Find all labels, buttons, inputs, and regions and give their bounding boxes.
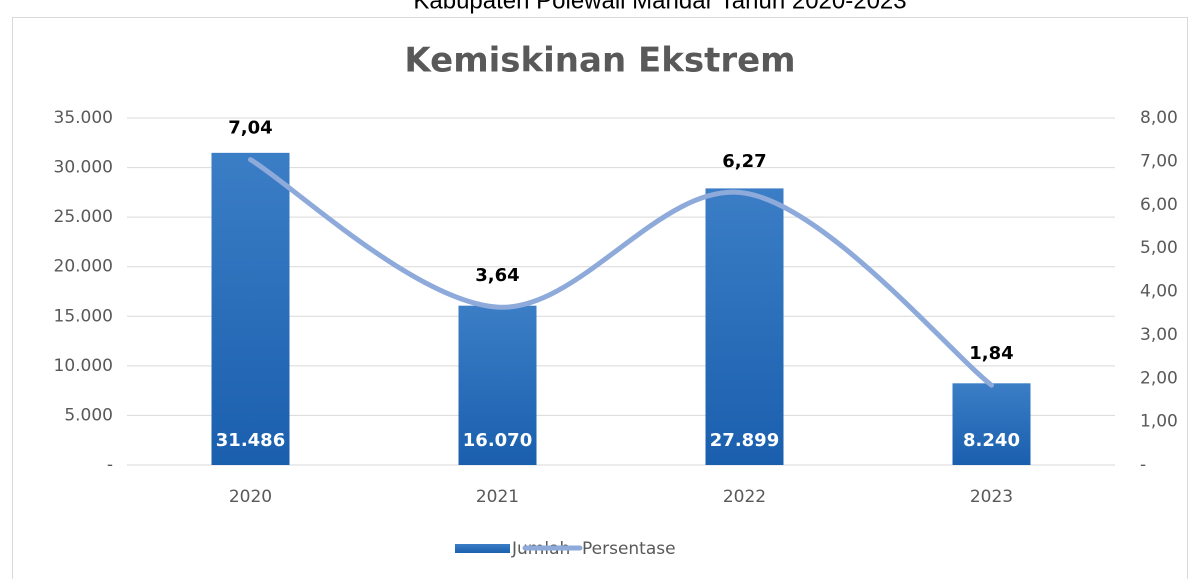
y-tick-label: -: [107, 455, 113, 475]
y2-tick-label: 4,00: [1140, 282, 1178, 302]
y-tick-label: 15.000: [54, 306, 113, 326]
bar-value-label: 16.070: [463, 430, 532, 451]
y2-tick-label: 7,00: [1140, 151, 1178, 171]
chart-subtitle: Kabupaten Polewali Mandar Tahun 2020-202…: [413, 0, 906, 14]
y2-tick-label: 5,00: [1140, 238, 1178, 258]
bar: [211, 152, 290, 465]
y-tick-label: 5.000: [64, 405, 113, 425]
line-value-label: 6,27: [722, 151, 766, 172]
y-tick-label: 10.000: [54, 356, 113, 376]
bar-value-label: 31.486: [216, 430, 285, 451]
chart-title: Kemiskinan Ekstrem: [404, 41, 795, 81]
bar: [952, 383, 1031, 465]
bar: [705, 188, 784, 465]
y2-tick-label: 3,00: [1140, 325, 1178, 345]
line-value-label: 3,64: [475, 265, 519, 286]
legend-label: Persentase: [582, 539, 676, 559]
y2-tick-label: 6,00: [1140, 195, 1178, 215]
y-tick-label: 20.000: [54, 257, 113, 277]
bar-value-label: 27.899: [710, 430, 779, 451]
y2-tick-label: 1,00: [1140, 412, 1178, 432]
y2-tick-label: 2,00: [1140, 368, 1178, 388]
bar: [458, 305, 537, 465]
line: [248, 157, 994, 388]
y-tick-label: 25.000: [54, 207, 113, 227]
chart-border: [12, 17, 1188, 579]
y-tick-label: 35.000: [54, 108, 113, 128]
line-value-label: 1,84: [969, 343, 1013, 364]
x-tick-label: 2021: [476, 487, 519, 507]
x-tick-label: 2022: [723, 487, 766, 507]
line-value-label: 7,04: [228, 118, 272, 139]
legend-swatch: [455, 544, 510, 553]
y2-tick-label: -: [1140, 455, 1146, 475]
x-tick-label: 2023: [970, 487, 1013, 507]
y-tick-label: 30.000: [54, 158, 113, 178]
bar-value-label: 8.240: [963, 430, 1020, 451]
x-tick-label: 2020: [229, 487, 272, 507]
y2-tick-label: 8,00: [1140, 108, 1178, 128]
